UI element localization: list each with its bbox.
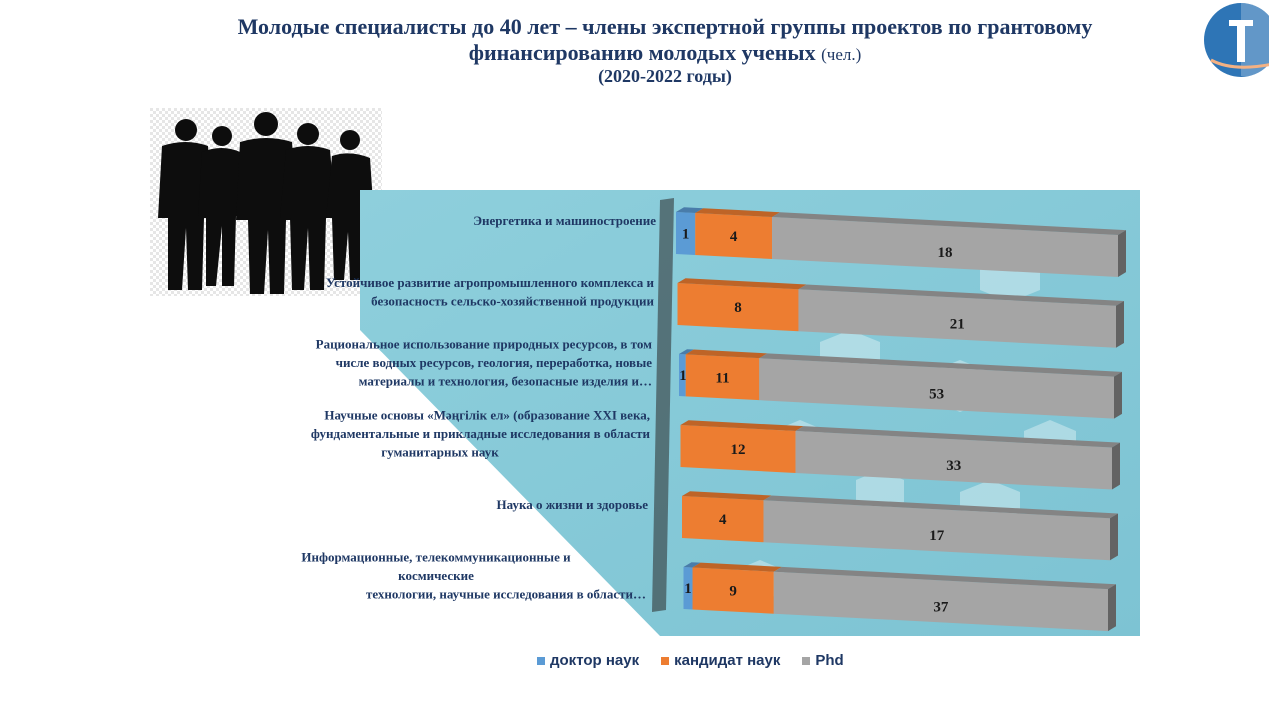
- data-label: 1: [684, 581, 692, 597]
- bar-segment-side: [1116, 301, 1124, 348]
- bar-segment: [798, 289, 1116, 348]
- logo-icon: [1204, 3, 1279, 78]
- category-label: фундаментальные и прикладные исследовани…: [311, 426, 651, 441]
- bar-segment-top: [763, 495, 1118, 519]
- bar-segment-top: [798, 284, 1124, 306]
- chart-legend: доктор наук кандидат наук Phd: [537, 652, 844, 669]
- legend-swatch-doctor: [537, 656, 545, 665]
- data-label: 4: [719, 512, 727, 528]
- legend-label-doctor: доктор наук: [550, 652, 640, 669]
- bar-segment: [677, 283, 799, 332]
- bar-segment: [759, 358, 1114, 419]
- bar-segment-top: [677, 278, 807, 290]
- chart-title: Молодые специалисты до 40 лет – члены эк…: [180, 14, 1150, 87]
- category-label: безопасность сельско-хозяйственной проду…: [371, 293, 654, 308]
- bar-segment-top: [795, 426, 1120, 448]
- data-label: 8: [734, 300, 742, 316]
- data-label: 12: [731, 442, 746, 458]
- bar-segment: [763, 500, 1110, 561]
- bar-segment: [680, 425, 796, 473]
- business-people-silhouette-icon: [150, 108, 382, 296]
- legend-label-candidate: кандидат наук: [674, 652, 781, 669]
- category-label: Энергетика и машиностроение: [473, 213, 656, 228]
- legend-item-candidate: кандидат наук: [661, 652, 780, 669]
- legend-item-phd: Phd: [802, 652, 844, 669]
- bar-segment-top: [692, 562, 782, 572]
- category-label: Рациональное использование природных рес…: [316, 337, 653, 352]
- bar-segment: [773, 571, 1108, 632]
- bar-segment-side: [1108, 584, 1116, 632]
- legend-swatch-candidate: [661, 656, 670, 665]
- data-label: 9: [729, 584, 737, 600]
- data-label: 4: [730, 229, 738, 245]
- category-label: технологии, научные исследования в облас…: [366, 587, 646, 602]
- bar-segment-top: [680, 420, 804, 431]
- bar-segment: [695, 212, 773, 259]
- bar-segment: [692, 567, 774, 614]
- bar-segment-side: [1114, 371, 1122, 419]
- category-label: Научные основы «Мәңгілік ел» (образовани…: [324, 408, 650, 423]
- category-label: материалы и технология, безопасные издел…: [359, 374, 652, 389]
- data-label: 11: [715, 370, 729, 386]
- bar-segment-top: [773, 566, 1116, 590]
- bar-segment-top: [682, 491, 772, 501]
- bar-segment-side: [1110, 513, 1118, 561]
- bar-segment-top: [676, 207, 704, 213]
- bar-segment-top: [695, 208, 781, 217]
- bar-segment: [795, 430, 1112, 490]
- bar-segment-top: [683, 562, 701, 568]
- category-label: числе водных ресурсов, геология, перераб…: [336, 355, 653, 370]
- category-label: Устойчивое развитие агропромышленного ко…: [326, 275, 655, 290]
- bar-segment-side: [1112, 442, 1120, 490]
- bar-segment: [683, 567, 693, 610]
- bar-segment: [682, 496, 764, 543]
- bar-segment-top: [759, 353, 1122, 377]
- data-label: 18: [938, 245, 953, 261]
- legend-label-phd: Phd: [815, 652, 844, 669]
- category-label: Информационные, телекоммуникационные и: [301, 550, 571, 565]
- title-line-1: Молодые специалисты до 40 лет – члены эк…: [237, 14, 1093, 39]
- bar-segment-side: [1118, 230, 1126, 277]
- legend-swatch-phd: [802, 656, 811, 665]
- legend-item-doctor: доктор наук: [537, 652, 639, 669]
- data-label: 33: [946, 458, 961, 474]
- data-label: 1: [682, 226, 690, 242]
- bar-segment-top: [679, 349, 694, 355]
- category-label: Наука о жизни и здоровье: [497, 497, 649, 512]
- category-label: гуманитарных наук: [381, 445, 499, 460]
- data-label: 1: [679, 368, 687, 384]
- data-label: 53: [929, 386, 944, 402]
- category-label: космические: [398, 568, 474, 583]
- bar-segment: [679, 354, 686, 397]
- data-label: 17: [929, 528, 945, 544]
- bar-segment: [772, 216, 1118, 277]
- bar-segment: [676, 212, 696, 255]
- title-line-2: финансированию молодых ученых: [468, 39, 816, 65]
- bar-segment: [685, 354, 760, 401]
- title-years: (2020-2022 годы): [598, 65, 732, 86]
- bar-segment-top: [685, 349, 768, 359]
- title-unit: (чел.): [821, 44, 862, 64]
- data-label: 21: [950, 317, 965, 333]
- data-label: 37: [933, 599, 949, 615]
- bar-segment-top: [772, 212, 1126, 235]
